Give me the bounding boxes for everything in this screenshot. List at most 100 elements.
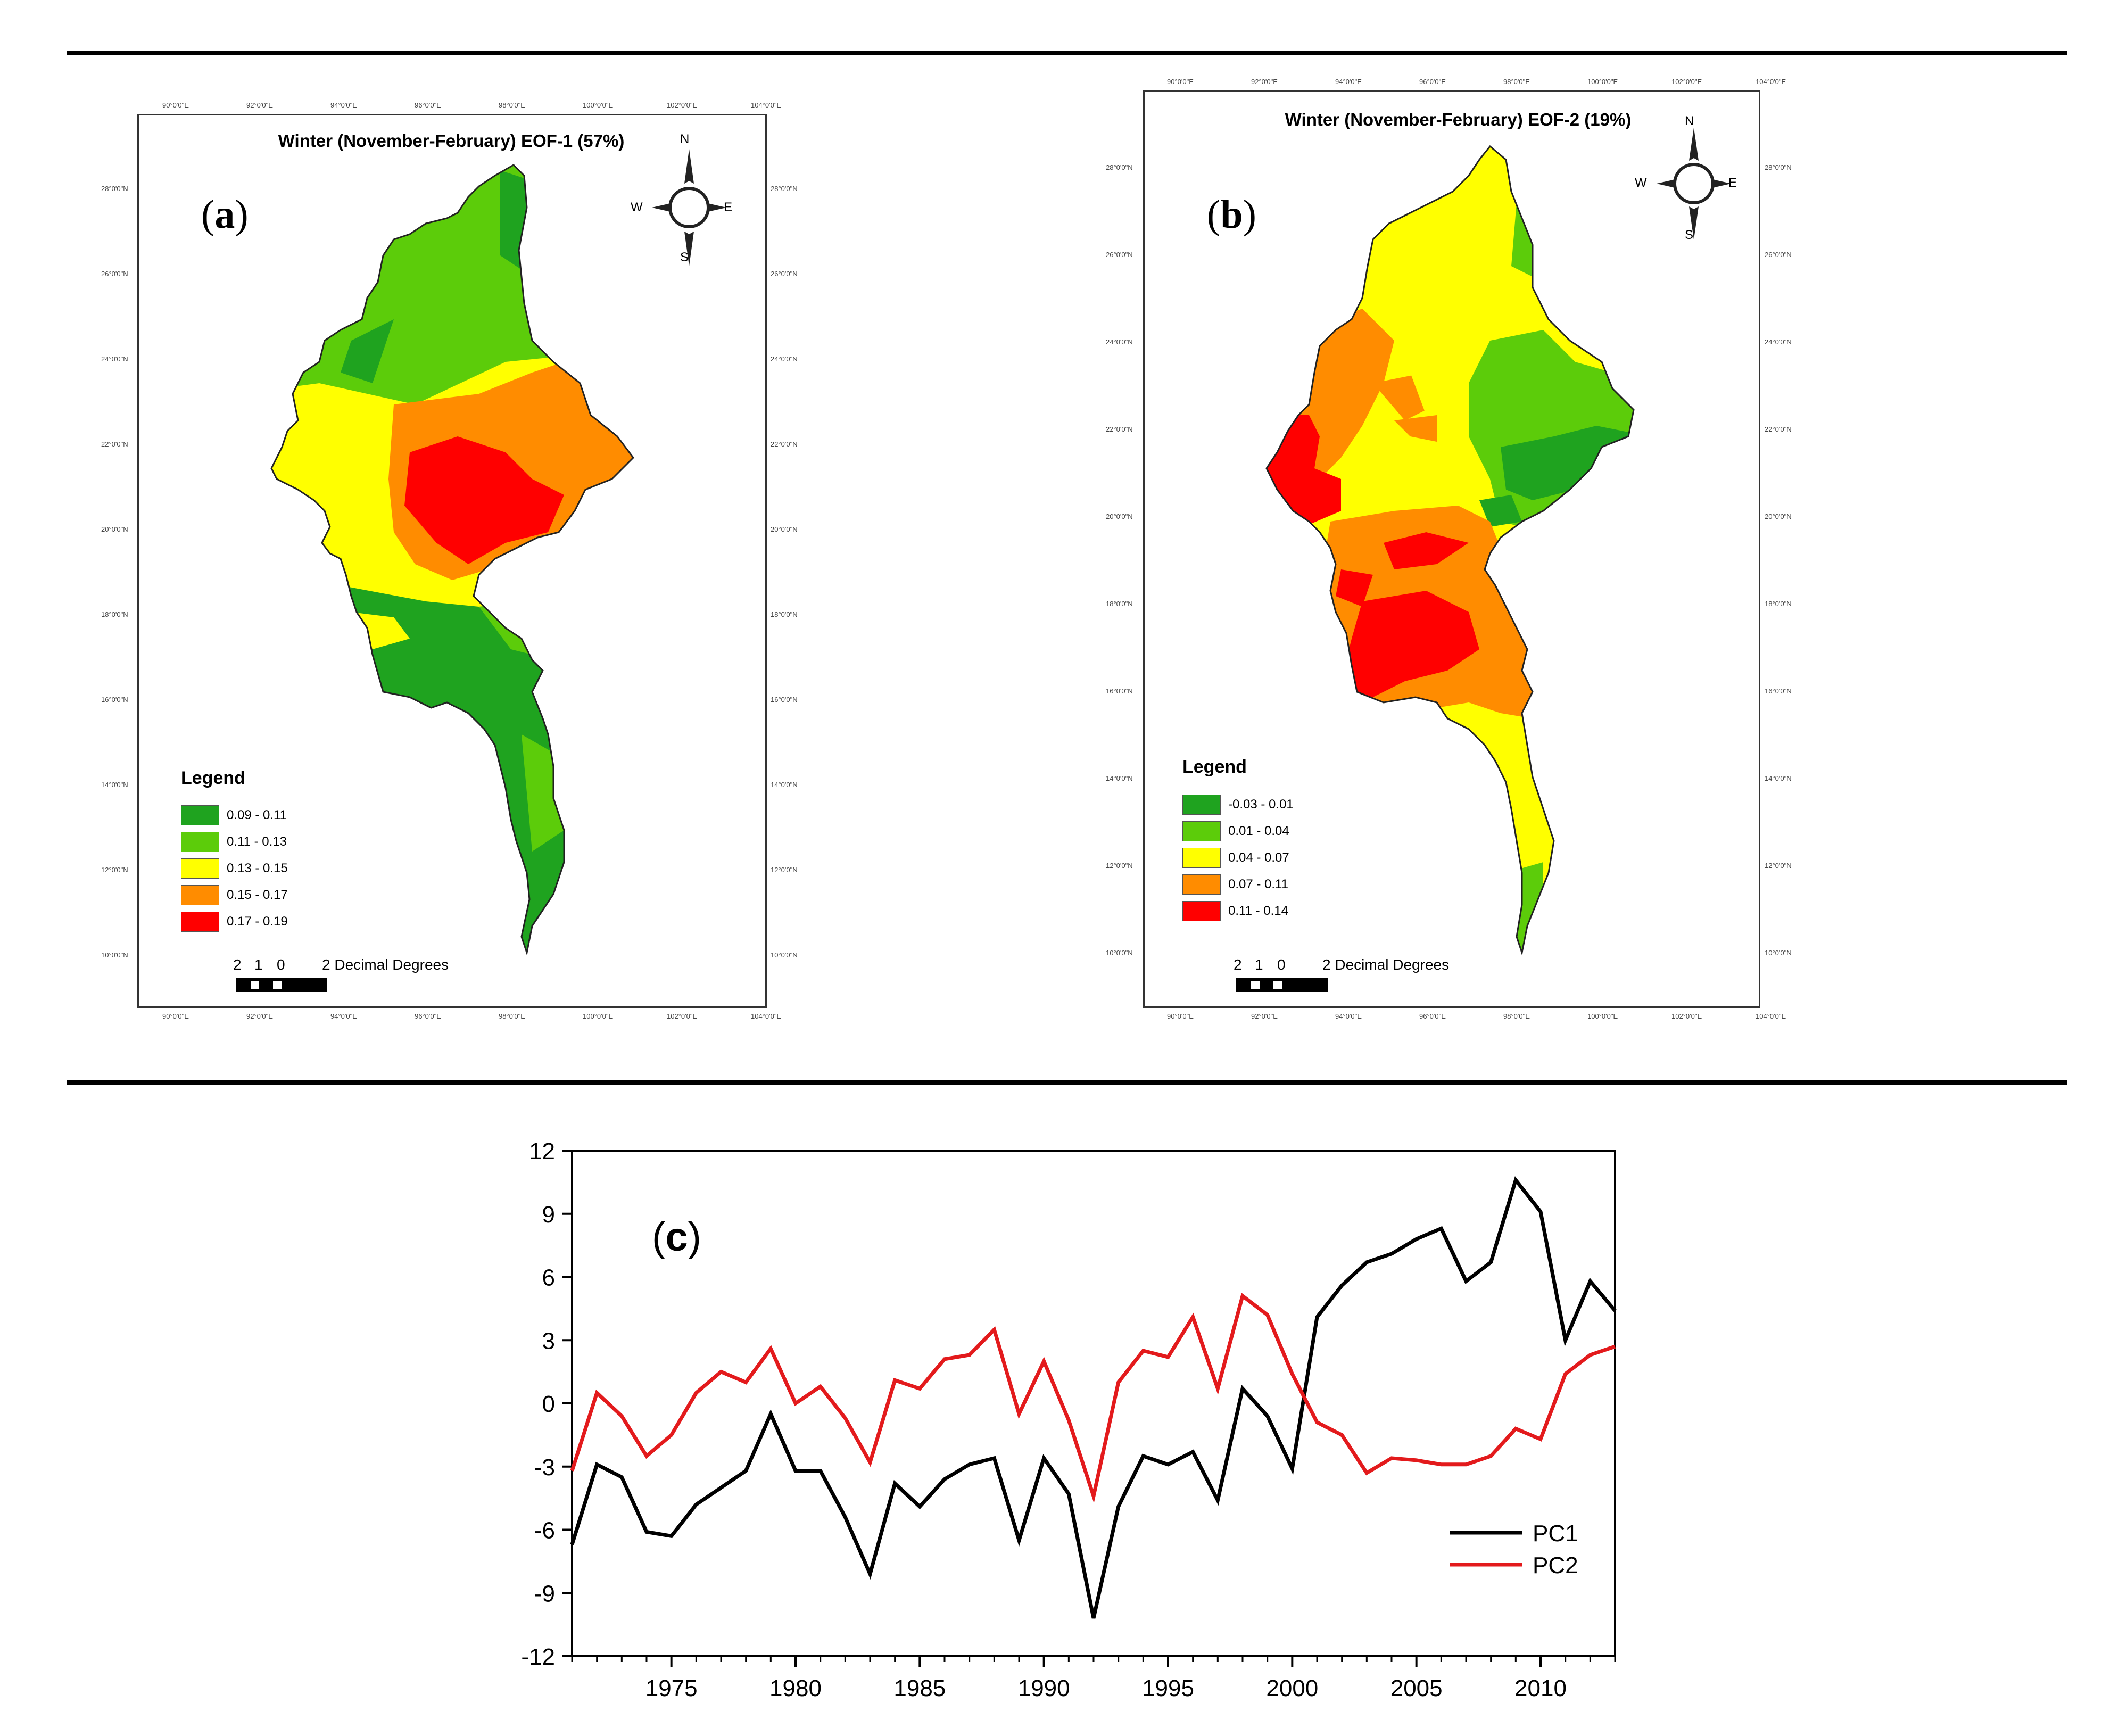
lon-label-a-bottom: 92°0'0"E	[246, 1012, 273, 1020]
y-tick-label: -3	[534, 1454, 555, 1481]
panel-label-c: (c)	[652, 1214, 701, 1260]
lat-label-a-right: 28°0'0"N	[771, 185, 798, 193]
scale-text-a: 2 Decimal Degrees	[322, 956, 449, 973]
y-tick-label: -12	[521, 1644, 555, 1670]
y-tick-label: 6	[542, 1265, 555, 1291]
chart-series	[570, 1176, 1617, 1619]
legend-item-a-3: 0.15 - 0.17	[181, 885, 288, 905]
lon-label-b-bottom: 98°0'0"E	[1503, 1012, 1530, 1020]
legend-label: 0.13 - 0.15	[227, 861, 288, 875]
lat-label-b-right: 14°0'0"N	[1765, 774, 1792, 782]
map-title-a: Winter (November-February) EOF-1 (57%)	[278, 131, 625, 151]
legend-item-b-0: -0.03 - 0.01	[1182, 795, 1294, 815]
x-tick-label: 1980	[769, 1675, 822, 1701]
legend-item-b-4: 0.11 - 0.14	[1182, 901, 1288, 921]
lat-label-b-left: 20°0'0"N	[1106, 512, 1133, 520]
lon-label-a-top: 92°0'0"E	[246, 101, 273, 109]
legend-label: 0.11 - 0.14	[1228, 904, 1288, 918]
legend-item-a-1: 0.11 - 0.13	[181, 832, 287, 852]
lon-label-b-bottom: 100°0'0"E	[1587, 1012, 1618, 1020]
compass-w-b: W	[1635, 176, 1647, 190]
legend-item-a-0: 0.09 - 0.11	[181, 805, 287, 825]
legend-item-b-3: 0.07 - 0.11	[1182, 874, 1288, 895]
lat-label-b-right: 10°0'0"N	[1765, 949, 1792, 957]
compass-w-a: W	[631, 200, 643, 214]
legend-label-pc2: PC2	[1533, 1552, 1578, 1578]
y-tick-label: -6	[534, 1518, 555, 1544]
legend-item-a-4: 0.17 - 0.19	[181, 912, 288, 932]
legend-swatch	[1182, 874, 1221, 895]
lon-label-b-bottom: 92°0'0"E	[1251, 1012, 1278, 1020]
lat-label-b-left: 14°0'0"N	[1106, 774, 1133, 782]
lon-label-a-bottom: 104°0'0"E	[751, 1012, 782, 1020]
pc-timeseries-chart: 12 9 6 3 0 -3 -6 -9 -12 1975 1980 1985 1990 1995 2000 2…	[521, 1138, 1617, 1701]
lat-label-b-left: 10°0'0"N	[1106, 949, 1133, 957]
myanmar-map-eof2	[1265, 145, 1635, 956]
legend-swatch	[181, 858, 219, 879]
lon-label-b-bottom: 96°0'0"E	[1419, 1012, 1446, 1020]
lat-label-a-right: 16°0'0"N	[771, 696, 798, 704]
lat-label-a-right: 12°0'0"N	[771, 866, 798, 874]
x-tick-label: 1975	[645, 1675, 698, 1701]
lat-label-b-left: 16°0'0"N	[1106, 687, 1133, 695]
x-tick-label: 2000	[1266, 1675, 1318, 1701]
lon-label-a-top: 94°0'0"E	[330, 101, 357, 109]
lon-label-a-top: 100°0'0"E	[583, 101, 614, 109]
lat-label-b-left: 24°0'0"N	[1106, 338, 1133, 346]
scale-num-b-0: 2	[1234, 956, 1242, 973]
scale-bar-a	[236, 978, 327, 992]
y-tick-label: -9	[534, 1581, 555, 1607]
compass-rose-icon-a	[652, 149, 726, 266]
scale-text-b: 2 Decimal Degrees	[1322, 956, 1450, 973]
legend-label: 0.17 - 0.19	[227, 914, 288, 929]
lon-label-a-bottom: 100°0'0"E	[583, 1012, 614, 1020]
lon-label-a-top: 102°0'0"E	[667, 101, 698, 109]
lon-label-b-top: 90°0'0"E	[1167, 78, 1194, 86]
scale-num-a-0: 2	[233, 956, 242, 973]
lon-label-b-top: 104°0'0"E	[1756, 78, 1786, 86]
lon-label-b-bottom: 102°0'0"E	[1671, 1012, 1702, 1020]
lon-label-a-top: 98°0'0"E	[499, 101, 525, 109]
y-tick-label: 3	[542, 1328, 555, 1354]
legend-swatch	[1182, 901, 1221, 921]
panel-label-a: (a)	[201, 192, 249, 237]
legend-title-b: Legend	[1182, 757, 1247, 777]
legend-title-a: Legend	[181, 768, 245, 788]
lat-label-a-left: 22°0'0"N	[101, 440, 128, 448]
lon-label-a-bottom: 94°0'0"E	[330, 1012, 357, 1020]
lon-label-b-top: 96°0'0"E	[1419, 78, 1446, 86]
legend-label: 0.01 - 0.04	[1228, 824, 1289, 838]
x-tick-label: 2010	[1514, 1675, 1567, 1701]
lat-label-a-left: 28°0'0"N	[101, 185, 128, 193]
lat-label-a-left: 24°0'0"N	[101, 355, 128, 363]
lon-label-a-bottom: 98°0'0"E	[499, 1012, 525, 1020]
lat-label-a-left: 12°0'0"N	[101, 866, 128, 874]
lat-label-a-left: 14°0'0"N	[101, 781, 128, 789]
scale-bar-b	[1236, 978, 1328, 992]
lon-label-a-top: 90°0'0"E	[162, 101, 189, 109]
lat-label-a-right: 14°0'0"N	[771, 781, 798, 789]
compass-n-a: N	[680, 132, 690, 146]
lat-label-a-left: 16°0'0"N	[101, 696, 128, 704]
legend-swatch	[1182, 795, 1221, 815]
lat-label-b-right: 24°0'0"N	[1765, 338, 1792, 346]
lat-label-a-left: 10°0'0"N	[101, 951, 128, 959]
lon-label-b-bottom: 104°0'0"E	[1756, 1012, 1786, 1020]
compass-e-b: E	[1728, 176, 1737, 190]
legend-item-b-1: 0.01 - 0.04	[1182, 821, 1289, 841]
lat-label-a-right: 22°0'0"N	[771, 440, 798, 448]
y-tick-label: 0	[542, 1391, 555, 1417]
x-tick-label: 1990	[1018, 1675, 1070, 1701]
legend-swatch	[181, 832, 219, 852]
lat-label-a-right: 18°0'0"N	[771, 610, 798, 618]
lon-label-a-bottom: 90°0'0"E	[162, 1012, 189, 1020]
series-line-pc1	[570, 1176, 1617, 1619]
lon-label-a-top: 104°0'0"E	[751, 101, 782, 109]
middle-rule	[67, 1080, 2067, 1085]
lat-label-b-right: 26°0'0"N	[1765, 251, 1792, 259]
lat-label-a-left: 18°0'0"N	[101, 610, 128, 618]
compass-s-a: S	[680, 250, 689, 264]
lat-label-b-right: 18°0'0"N	[1765, 600, 1792, 608]
lat-label-b-right: 22°0'0"N	[1765, 425, 1792, 433]
